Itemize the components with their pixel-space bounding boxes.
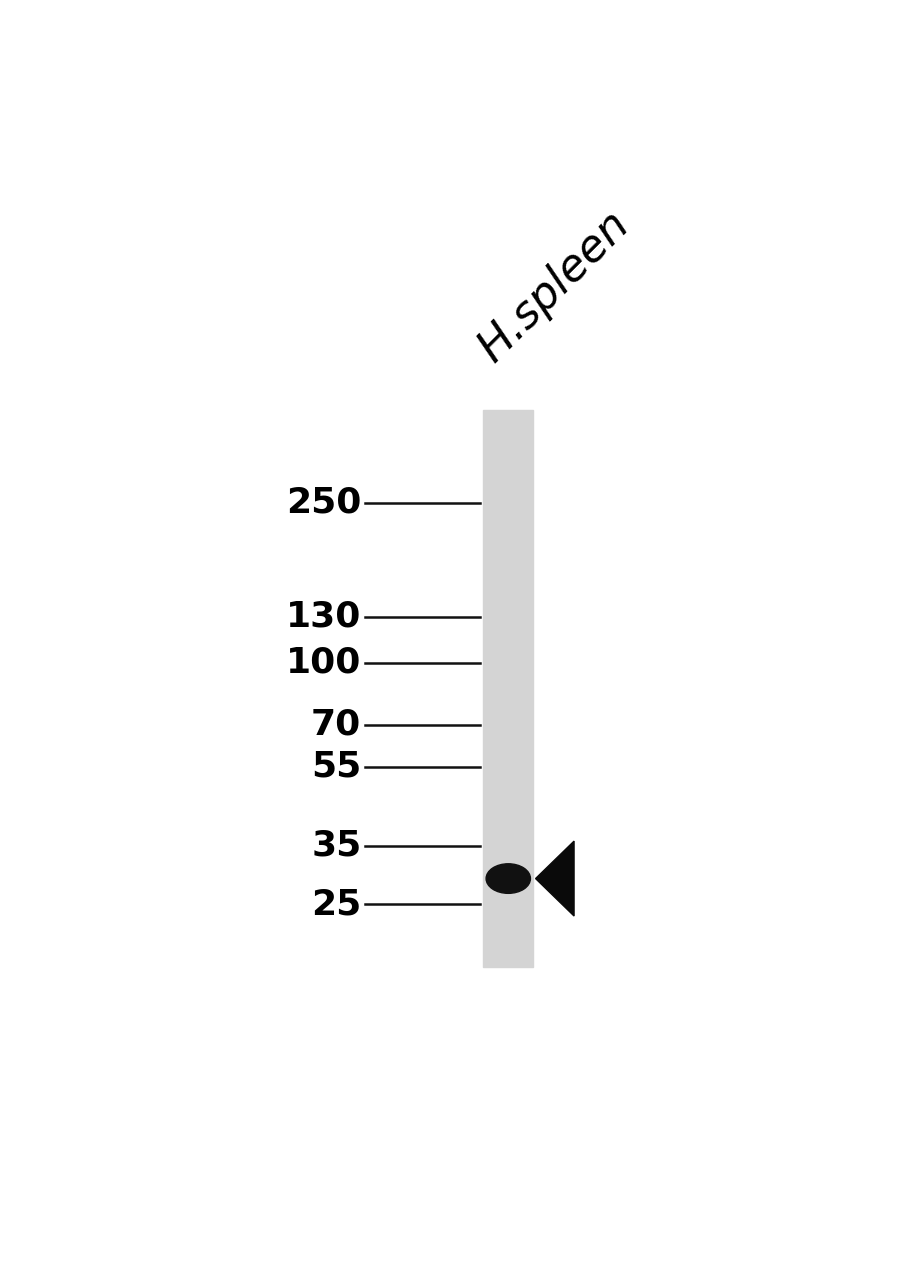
Text: 250: 250 <box>286 485 361 520</box>
Text: 25: 25 <box>310 887 361 922</box>
Text: 130: 130 <box>286 600 361 634</box>
Bar <box>483 410 533 966</box>
Text: 35: 35 <box>310 828 361 863</box>
Text: H.spleen: H.spleen <box>470 202 638 370</box>
Text: 70: 70 <box>310 708 361 742</box>
Text: 100: 100 <box>286 645 361 680</box>
Text: 55: 55 <box>310 750 361 783</box>
Ellipse shape <box>485 864 529 893</box>
Polygon shape <box>535 841 574 916</box>
